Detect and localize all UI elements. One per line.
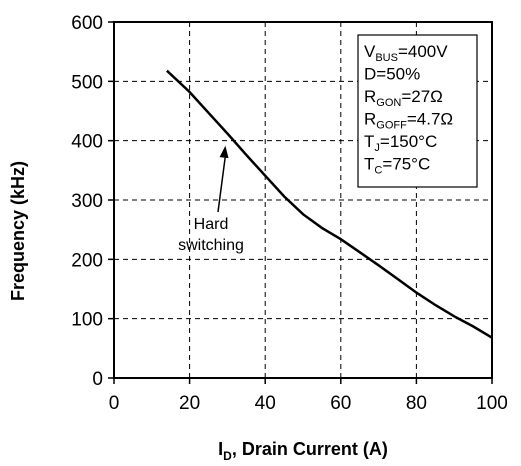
y-tick-label: 100 bbox=[71, 310, 103, 331]
condition-line: RGON=27Ω bbox=[364, 87, 443, 109]
y-tick-label: 300 bbox=[71, 191, 103, 212]
test-conditions-box: VBUS=400VD=50%RGON=27ΩRGOFF=4.7ΩTJ=150°C… bbox=[358, 35, 477, 187]
annotation-arrow bbox=[218, 156, 225, 212]
annotation-line-1: Hard bbox=[194, 216, 229, 233]
x-tick-label: 100 bbox=[476, 393, 508, 414]
x-tick-label: 60 bbox=[330, 393, 351, 414]
y-tick-label: 400 bbox=[71, 132, 103, 153]
x-tick-label: 80 bbox=[406, 393, 427, 414]
x-tick-label: 20 bbox=[179, 393, 200, 414]
x-axis-title: ID, Drain Current (A) bbox=[218, 439, 388, 463]
y-axis-title: Frequency (kHz) bbox=[8, 161, 28, 301]
annotation-line-2: switching bbox=[178, 237, 244, 254]
y-tick-label: 200 bbox=[71, 250, 103, 271]
condition-line: TC=75°C bbox=[364, 155, 430, 177]
y-tick-label: 600 bbox=[71, 13, 103, 34]
x-tick-label: 0 bbox=[109, 393, 120, 414]
y-tick-label: 0 bbox=[92, 369, 103, 390]
y-axis-ticks: 0 100 200 300 400 500 600 bbox=[71, 13, 114, 390]
x-tick-label: 40 bbox=[255, 393, 276, 414]
y-tick-label: 500 bbox=[71, 72, 103, 93]
annotation-arrowhead bbox=[220, 146, 229, 158]
x-axis-ticks: 0 20 40 60 80 100 bbox=[109, 378, 508, 414]
condition-line: D=50% bbox=[364, 65, 420, 84]
